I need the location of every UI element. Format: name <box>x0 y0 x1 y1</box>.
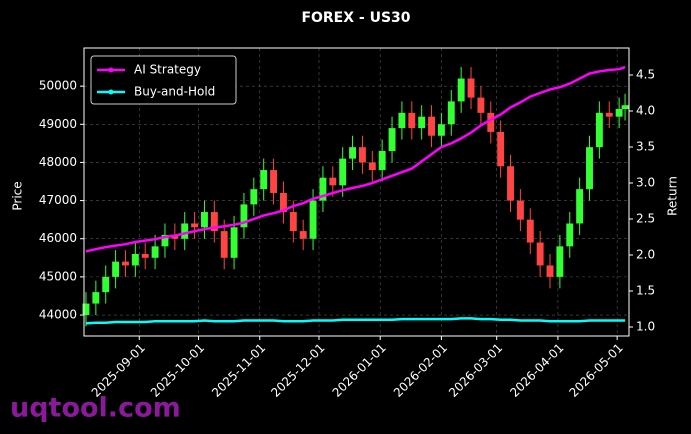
candle-body <box>92 292 100 304</box>
candle-body <box>576 189 584 224</box>
candle-body <box>289 212 297 232</box>
candle-body <box>210 212 218 232</box>
y2-tick-label: 3.0 <box>636 176 655 190</box>
y2-axis-label: Return <box>666 176 680 216</box>
watermark: uqtool.com <box>10 393 181 424</box>
candle-body <box>447 101 455 125</box>
legend-label: AI Strategy <box>134 63 201 77</box>
line-series <box>85 65 626 253</box>
candle-body <box>122 261 129 266</box>
candle-body <box>200 212 208 228</box>
legend-marker <box>108 67 114 73</box>
y2-tick-label: 2.0 <box>636 248 655 262</box>
candle-body <box>151 246 159 258</box>
candle-body <box>329 177 337 186</box>
candle-body <box>605 112 613 117</box>
candle-body <box>398 112 406 129</box>
candle-body <box>516 200 524 220</box>
y-tick-label: 48000 <box>39 155 77 169</box>
y2-tick-label: 4.5 <box>636 68 655 82</box>
candle-body <box>141 253 149 258</box>
legend: AI Strategy Buy-and-Hold <box>90 55 237 105</box>
y2-tick-label: 2.5 <box>636 212 655 226</box>
y2-tick-label: 4.0 <box>636 104 655 118</box>
candle-body <box>319 177 327 201</box>
candle-body <box>556 246 564 277</box>
candle-body <box>230 227 238 258</box>
y-tick-label: 49000 <box>39 117 77 131</box>
y-tick-label: 46000 <box>39 231 77 245</box>
candle-body <box>102 276 110 293</box>
candle-body <box>299 231 307 239</box>
candle-body <box>260 170 268 190</box>
candle-body <box>309 200 317 239</box>
candle-body <box>566 223 574 247</box>
candle-body <box>418 116 426 129</box>
candle-body <box>112 261 120 277</box>
candle-body <box>536 242 544 266</box>
y-tick-label: 47000 <box>39 193 77 207</box>
candle-body <box>477 97 485 113</box>
candle-body <box>250 189 258 205</box>
chart-title: FOREX - US30 <box>301 10 410 26</box>
candle-body <box>388 128 396 151</box>
candle-body <box>621 105 629 110</box>
candle-body <box>615 109 623 117</box>
plot-frame <box>83 47 630 337</box>
y2-tick-label: 3.5 <box>636 140 655 154</box>
candle-body <box>240 204 248 228</box>
y-axis-label: Price <box>11 181 25 210</box>
y2-tick-label: 1.5 <box>636 284 655 298</box>
y2-tick-label: 1.0 <box>636 320 655 334</box>
candle-body <box>131 253 139 266</box>
candle-body <box>181 223 189 239</box>
candle-body <box>279 192 287 213</box>
legend-marker <box>108 89 114 95</box>
candle-body <box>586 147 593 190</box>
candle-body <box>526 219 534 243</box>
candle-body <box>546 265 554 277</box>
candle-body <box>507 166 514 201</box>
y-tick-label: 45000 <box>39 269 77 283</box>
candle-body <box>358 147 366 163</box>
candle-body <box>368 162 376 171</box>
candle-body <box>437 124 445 136</box>
candle-body <box>339 158 347 186</box>
legend-label: Buy-and-Hold <box>134 85 215 99</box>
candle-body <box>378 150 386 171</box>
candle-body <box>82 303 90 316</box>
candle-body <box>161 234 169 247</box>
candle-body <box>408 112 416 129</box>
line-series <box>85 317 626 325</box>
candle-body <box>487 112 495 132</box>
candle-body <box>467 78 475 98</box>
candle-body <box>497 131 505 167</box>
candle-body <box>349 147 357 159</box>
candle-body <box>191 223 199 228</box>
candle-body <box>220 231 228 258</box>
candle-body <box>428 116 435 136</box>
candle-body <box>270 170 278 193</box>
y-tick-label: 44000 <box>39 308 77 322</box>
y-tick-label: 50000 <box>39 79 77 93</box>
candle-body <box>457 78 465 102</box>
legend-box <box>90 55 237 105</box>
candle-body <box>595 112 603 148</box>
